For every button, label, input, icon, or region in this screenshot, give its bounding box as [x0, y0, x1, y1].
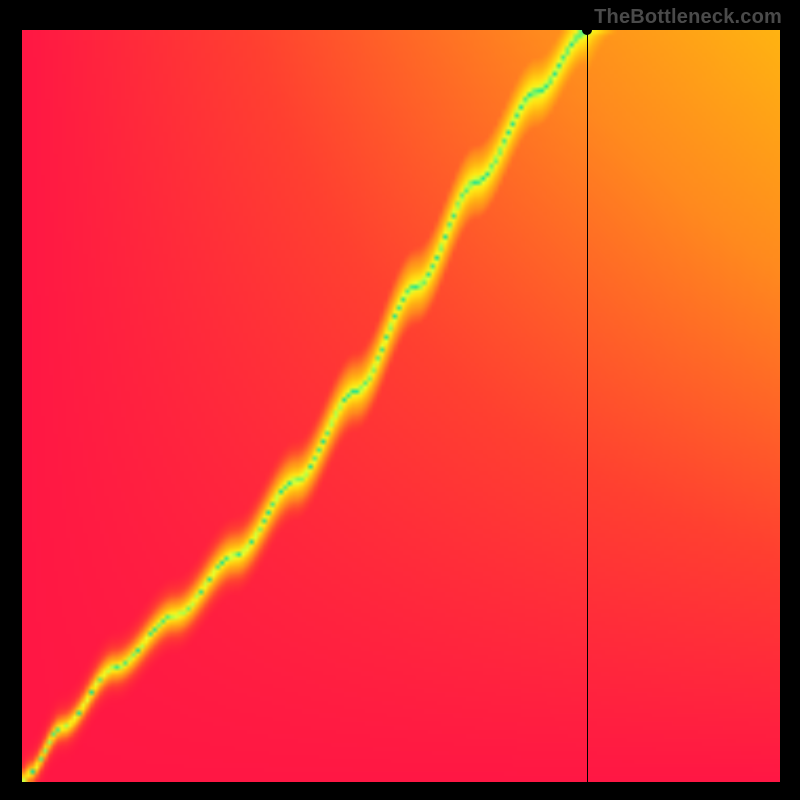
heatmap-canvas	[22, 30, 780, 782]
selection-vertical-line	[587, 30, 588, 782]
watermark: TheBottleneck.com	[594, 6, 782, 29]
heatmap-plot	[22, 30, 780, 782]
selection-marker	[582, 25, 592, 35]
